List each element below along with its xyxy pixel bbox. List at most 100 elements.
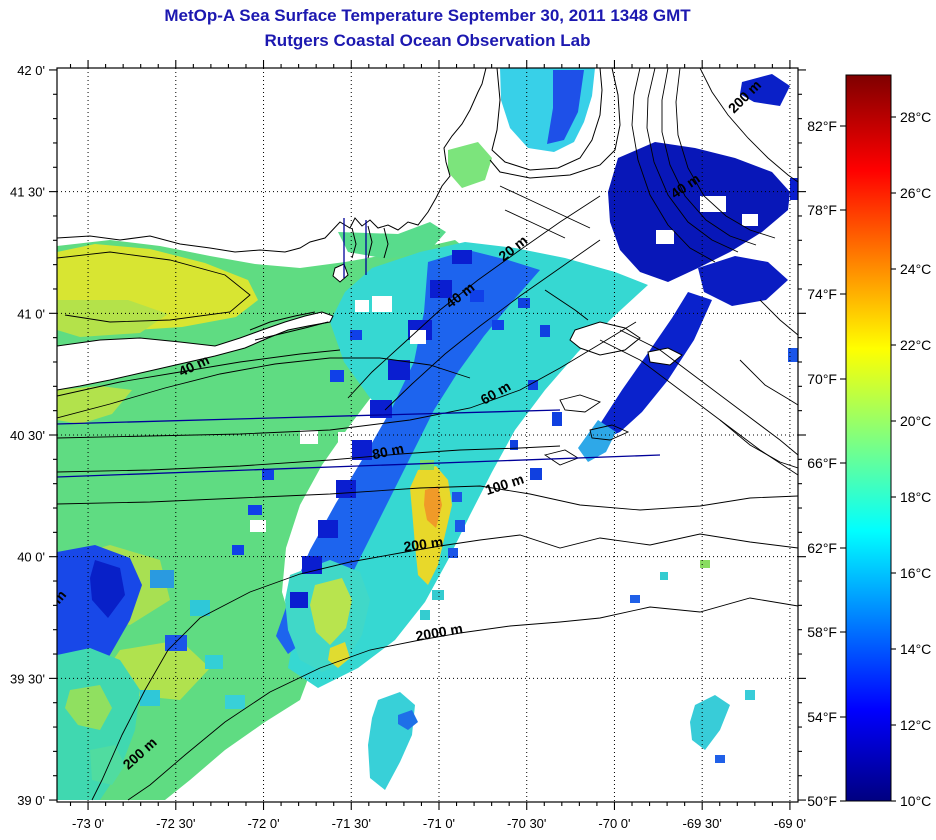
isobath-gom-3 — [661, 68, 757, 246]
x-tick-label: -72 30' — [156, 816, 195, 831]
sst-pixel-cyan-patch — [140, 690, 160, 706]
x-tick-label: -69 0' — [774, 816, 806, 831]
isobath-vineyard-sound-1 — [499, 185, 591, 229]
sst-region-li-sound-west — [57, 300, 168, 337]
y-tick-label: 39 0' — [17, 793, 45, 808]
sst-pixel-blue-speck — [552, 412, 562, 426]
transect-layer — [57, 218, 661, 478]
colorbar-c-label: 12°C — [900, 717, 931, 733]
land-layer — [57, 68, 683, 391]
sst-region-warm-streak-yellow — [410, 466, 452, 585]
colorbar-c-label: 26°C — [900, 185, 931, 201]
sst-pixel-navy-px — [492, 320, 504, 330]
colorbar-f-label: 70°F — [807, 371, 837, 387]
sst-region-bottomcenter-yg — [310, 578, 352, 645]
coast-nantucket — [647, 347, 683, 366]
isobath-c40-east — [384, 239, 601, 411]
colorbar-c-label: 28°C — [900, 109, 931, 125]
isobath-gom-200m — [699, 68, 798, 183]
isobath-gom-1 — [631, 68, 716, 263]
sst-region-warm-streak-orange — [424, 486, 442, 528]
sst-pixel-blue-speck — [518, 298, 530, 308]
sst-pixel-cloud-hole — [656, 230, 674, 244]
x-tick-label: -71 30' — [332, 816, 371, 831]
isobath-east-edge-2 — [739, 359, 798, 406]
colorbar-c-label: 22°C — [900, 337, 931, 353]
x-tick-label: -70 0' — [598, 816, 630, 831]
bathymetry-layer — [57, 68, 798, 801]
sst-pixel-cloud-hole — [338, 432, 352, 444]
isobath-c200 — [91, 533, 798, 801]
sst-pixel-blue-speck — [510, 440, 518, 450]
sst-region-corner-green-2 — [90, 745, 125, 785]
sst-region-bottomlow-cyan — [368, 692, 415, 790]
land-long-island — [57, 311, 334, 391]
y-tick-label: 41 0' — [17, 306, 45, 321]
colorbar-f-label: 62°F — [807, 540, 837, 556]
sst-pixel-green-speck — [700, 560, 710, 568]
sst-pixel-blue-speck — [528, 380, 538, 390]
colorbar-c-label: 16°C — [900, 565, 931, 581]
sst-pixel-cyan-speck — [660, 572, 668, 580]
sst-pixel-cloud-hole — [410, 330, 426, 344]
x-tick-label: -71 0' — [423, 816, 455, 831]
colorbar-c-label: 18°C — [900, 489, 931, 505]
colorbar: 82°F 78°F 74°F 70°F 66°F 62°F 58°F 54°F 50°F 28°C… — [807, 74, 931, 809]
sst-pixel-navy-px — [370, 400, 392, 418]
sst-pixel-cyan-speck — [432, 590, 444, 600]
sst-pixel-blue-speck — [448, 548, 458, 558]
sst-pixel-navy-px — [388, 360, 410, 380]
coast-capecod-outer — [489, 68, 621, 179]
sst-pixel-blue-speck — [715, 755, 725, 763]
sst-region-cool-blue-band — [276, 250, 540, 654]
coast-peconic-south-fork — [254, 321, 329, 341]
coast-elizabeth-islands — [544, 289, 589, 321]
coast-narragansett-finger-3 — [383, 227, 389, 259]
y-tick-label: 42 0' — [17, 63, 45, 78]
colorbar-c-label: 20°C — [900, 413, 931, 429]
isobath-li-sound-loop — [57, 251, 251, 323]
figure-title: MetOp-A Sea Surface Temperature Septembe… — [164, 6, 691, 25]
isobath-c20-east — [347, 195, 601, 399]
colorbar-c-label: 10°C — [900, 793, 931, 809]
sst-pixel-navy-px — [290, 592, 308, 608]
sst-pixel-blue-patch — [150, 570, 174, 588]
sst-region-ri-coastal-green — [338, 222, 446, 259]
coast-narragansett-finger-1 — [351, 227, 357, 259]
isobath-c40-west — [57, 357, 471, 419]
sst-region-bottomright-cyan — [690, 695, 730, 750]
isobath-c60 — [57, 321, 637, 439]
isobath-c80 — [57, 445, 561, 473]
isobath-shoal-ring-1 — [559, 394, 602, 413]
sst-pixel-blue-speck — [530, 468, 542, 480]
sst-region-buzzards-green — [448, 142, 492, 188]
sst-region-gom-blue-streak — [600, 292, 712, 438]
isobath-label: 200 m — [403, 533, 445, 554]
isobath-vineyard-sound-2 — [504, 209, 566, 239]
colorbar-f-label: 74°F — [807, 286, 837, 302]
sst-pixel-navy-px — [352, 440, 372, 460]
x-tick-label: -72 0' — [247, 816, 279, 831]
sst-pixel-navy-px — [330, 370, 344, 382]
sst-region-bottomlow-blue — [398, 710, 418, 730]
sst-region-capecod-bay-blue — [547, 70, 584, 144]
isobath-c100 — [57, 485, 798, 511]
colorbar-f-label: 50°F — [807, 793, 837, 809]
sst-pixel-cyan-speck — [420, 610, 430, 620]
sst-pixel-navy-px — [232, 545, 244, 555]
y-tick-label: 40 0' — [17, 550, 45, 565]
transect-a — [57, 409, 561, 425]
isobath-gom-4 — [675, 68, 776, 239]
sst-pixel-navy-px — [452, 250, 472, 264]
colorbar-f-label: 82°F — [807, 118, 837, 134]
sst-pixel-navy-px — [350, 330, 362, 340]
sst-region-bottomleft-navy — [90, 560, 125, 618]
colorbar-bar — [845, 74, 892, 802]
colorbar-f-label: 54°F — [807, 709, 837, 725]
colorbar-c-label: 14°C — [900, 641, 931, 657]
colorbar-f-label: 66°F — [807, 455, 837, 471]
sst-pixel-blue-speck — [455, 520, 465, 532]
colorbar-c-label: 24°C — [900, 261, 931, 277]
coast-narragansett-finger-2 — [367, 225, 373, 259]
